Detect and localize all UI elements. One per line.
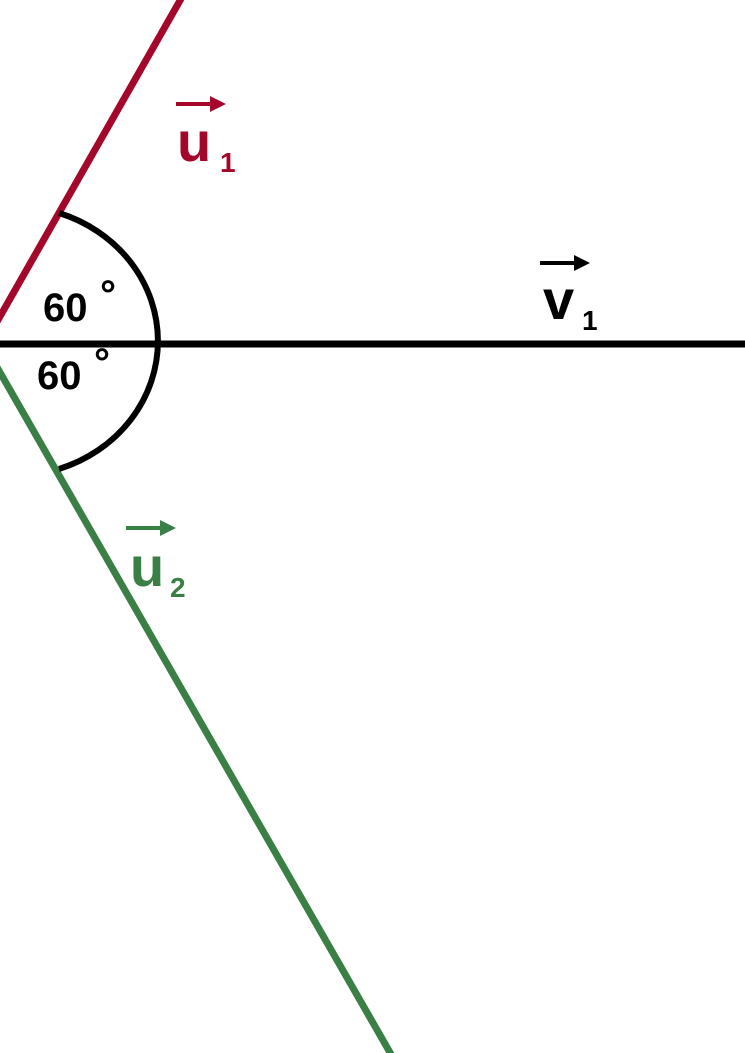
u2-arrow-head <box>160 520 176 536</box>
u1-line <box>0 0 185 324</box>
upper-angle-value: 60 <box>43 286 88 330</box>
u2-line <box>0 365 395 1053</box>
u2-letter: u <box>130 535 164 598</box>
upper-angle-degree: ° <box>100 273 116 317</box>
v1-arrow-head <box>574 255 590 271</box>
u2-subscript: 2 <box>170 572 186 603</box>
lower-angle-degree: ° <box>94 341 110 385</box>
u1-subscript: 1 <box>220 147 236 178</box>
v1-label: v 1 <box>540 255 598 336</box>
upper-angle-label: 60 ° <box>43 273 116 330</box>
lower-angle-value: 60 <box>37 354 82 398</box>
u1-letter: u <box>177 110 211 173</box>
angle-arc <box>58 210 161 472</box>
u1-arrow-head <box>210 96 226 112</box>
v1-subscript: 1 <box>582 305 598 336</box>
v1-letter: v <box>543 268 574 331</box>
u2-label: u 2 <box>126 520 186 603</box>
u1-label: u 1 <box>176 96 236 178</box>
lower-angle-label: 60 ° <box>37 341 110 398</box>
